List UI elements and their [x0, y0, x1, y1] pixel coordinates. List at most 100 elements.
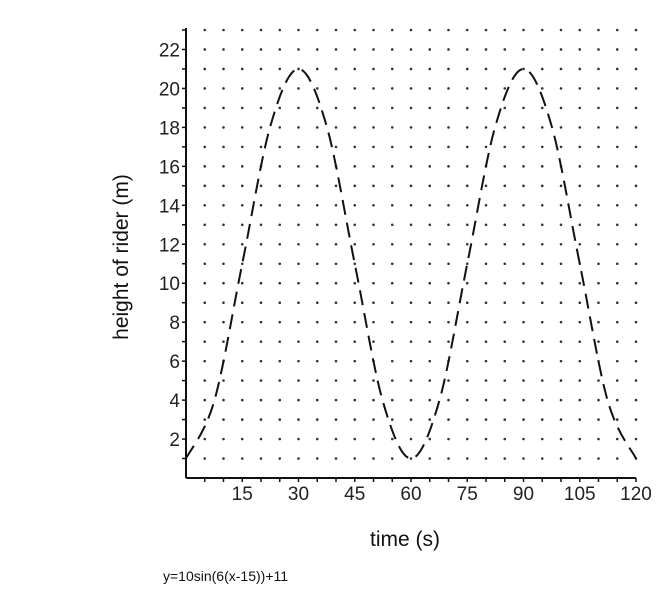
grid-dot: [447, 87, 450, 90]
grid-dot: [315, 262, 319, 266]
grid-dot: [484, 126, 488, 129]
grid-dot: [203, 106, 207, 110]
grid-dot: [278, 418, 282, 421]
grid-dots: [203, 28, 638, 460]
grid-dot: [447, 223, 450, 227]
grid-dot: [240, 359, 244, 363]
grid-dot: [559, 379, 563, 382]
grid-dot: [297, 242, 300, 246]
grid-dot: [503, 301, 507, 304]
grid-dot: [634, 28, 638, 32]
grid-dot: [240, 437, 244, 441]
grid-dot: [597, 106, 600, 110]
grid-dot: [297, 106, 300, 110]
grid-dot: [522, 398, 525, 402]
grid-dot: [353, 165, 357, 168]
grid-dot: [334, 48, 338, 51]
grid-dot: [503, 67, 507, 71]
grid-dot: [540, 340, 544, 343]
grid-dot: [259, 48, 263, 51]
grid-dot: [315, 281, 319, 285]
grid-dot: [465, 398, 469, 402]
grid-dot: [297, 48, 300, 51]
grid-dot: [222, 67, 225, 71]
grid-dot: [447, 67, 450, 71]
grid-dot: [634, 223, 638, 227]
grid-dot: [297, 87, 300, 90]
grid-dot: [372, 281, 375, 285]
grid-dot: [615, 67, 619, 71]
grid-dot: [447, 242, 450, 246]
grid-dot: [259, 418, 263, 421]
grid-dot: [278, 106, 282, 110]
grid-dot: [447, 184, 450, 188]
grid-dot: [278, 184, 282, 188]
grid-dot: [559, 437, 563, 441]
grid-dot: [278, 145, 282, 149]
grid-dot: [278, 281, 282, 285]
grid-dot: [390, 262, 394, 266]
grid-dot: [447, 379, 450, 382]
grid-dot: [484, 48, 488, 51]
grid-dot: [409, 28, 413, 32]
grid-dot: [353, 301, 357, 304]
grid-dot: [578, 301, 582, 304]
grid-dot: [578, 48, 582, 51]
grid-dot: [334, 418, 338, 421]
grid-dot: [540, 165, 544, 168]
grid-dot: [597, 87, 600, 90]
grid-dot: [447, 320, 450, 324]
grid-dot: [484, 359, 488, 363]
grid-dot: [409, 281, 413, 285]
grid-dot: [465, 262, 469, 266]
grid-dot: [615, 28, 619, 32]
grid-dot: [278, 165, 282, 168]
grid-dot: [559, 320, 563, 324]
grid-dot: [503, 165, 507, 168]
grid-dot: [409, 223, 413, 227]
x-axis-title: time (s): [370, 528, 440, 551]
grid-dot: [597, 379, 600, 382]
grid-dot: [465, 67, 469, 71]
grid-dot: [334, 320, 338, 324]
grid-dot: [484, 379, 488, 382]
grid-dot: [503, 223, 507, 227]
grid-dot: [615, 418, 619, 421]
grid-dot: [409, 398, 413, 402]
grid-dot: [428, 145, 432, 149]
grid-dot: [578, 223, 582, 227]
grid-dot: [259, 340, 263, 343]
grid-dot: [465, 48, 469, 51]
grid-dot: [222, 28, 225, 32]
grid-dot: [203, 184, 207, 188]
grid-dot: [203, 301, 207, 304]
grid-dot: [447, 301, 450, 304]
grid-dot: [409, 262, 413, 266]
grid-dot: [353, 320, 357, 324]
grid-dot: [540, 457, 544, 460]
grid-dot: [297, 165, 300, 168]
grid-dot: [315, 379, 319, 382]
grid-dot: [634, 262, 638, 266]
grid-dot: [634, 418, 638, 421]
grid-dot: [428, 262, 432, 266]
grid-dot: [615, 184, 619, 188]
grid-dot: [578, 359, 582, 363]
grid-dot: [540, 320, 544, 324]
grid-dot: [390, 359, 394, 363]
grid-dot: [503, 320, 507, 324]
grid-dot: [372, 126, 375, 129]
grid-dot: [428, 126, 432, 129]
grid-dot: [634, 398, 638, 402]
grid-dot: [428, 457, 432, 460]
grid-dot: [559, 87, 563, 90]
grid-dot: [559, 204, 563, 207]
grid-dot: [353, 67, 357, 71]
grid-dot: [315, 398, 319, 402]
grid-dot: [540, 418, 544, 421]
grid-dot: [484, 223, 488, 227]
grid-dot: [353, 106, 357, 110]
grid-dot: [372, 418, 375, 421]
grid-dot: [259, 126, 263, 129]
grid-dot: [597, 165, 600, 168]
